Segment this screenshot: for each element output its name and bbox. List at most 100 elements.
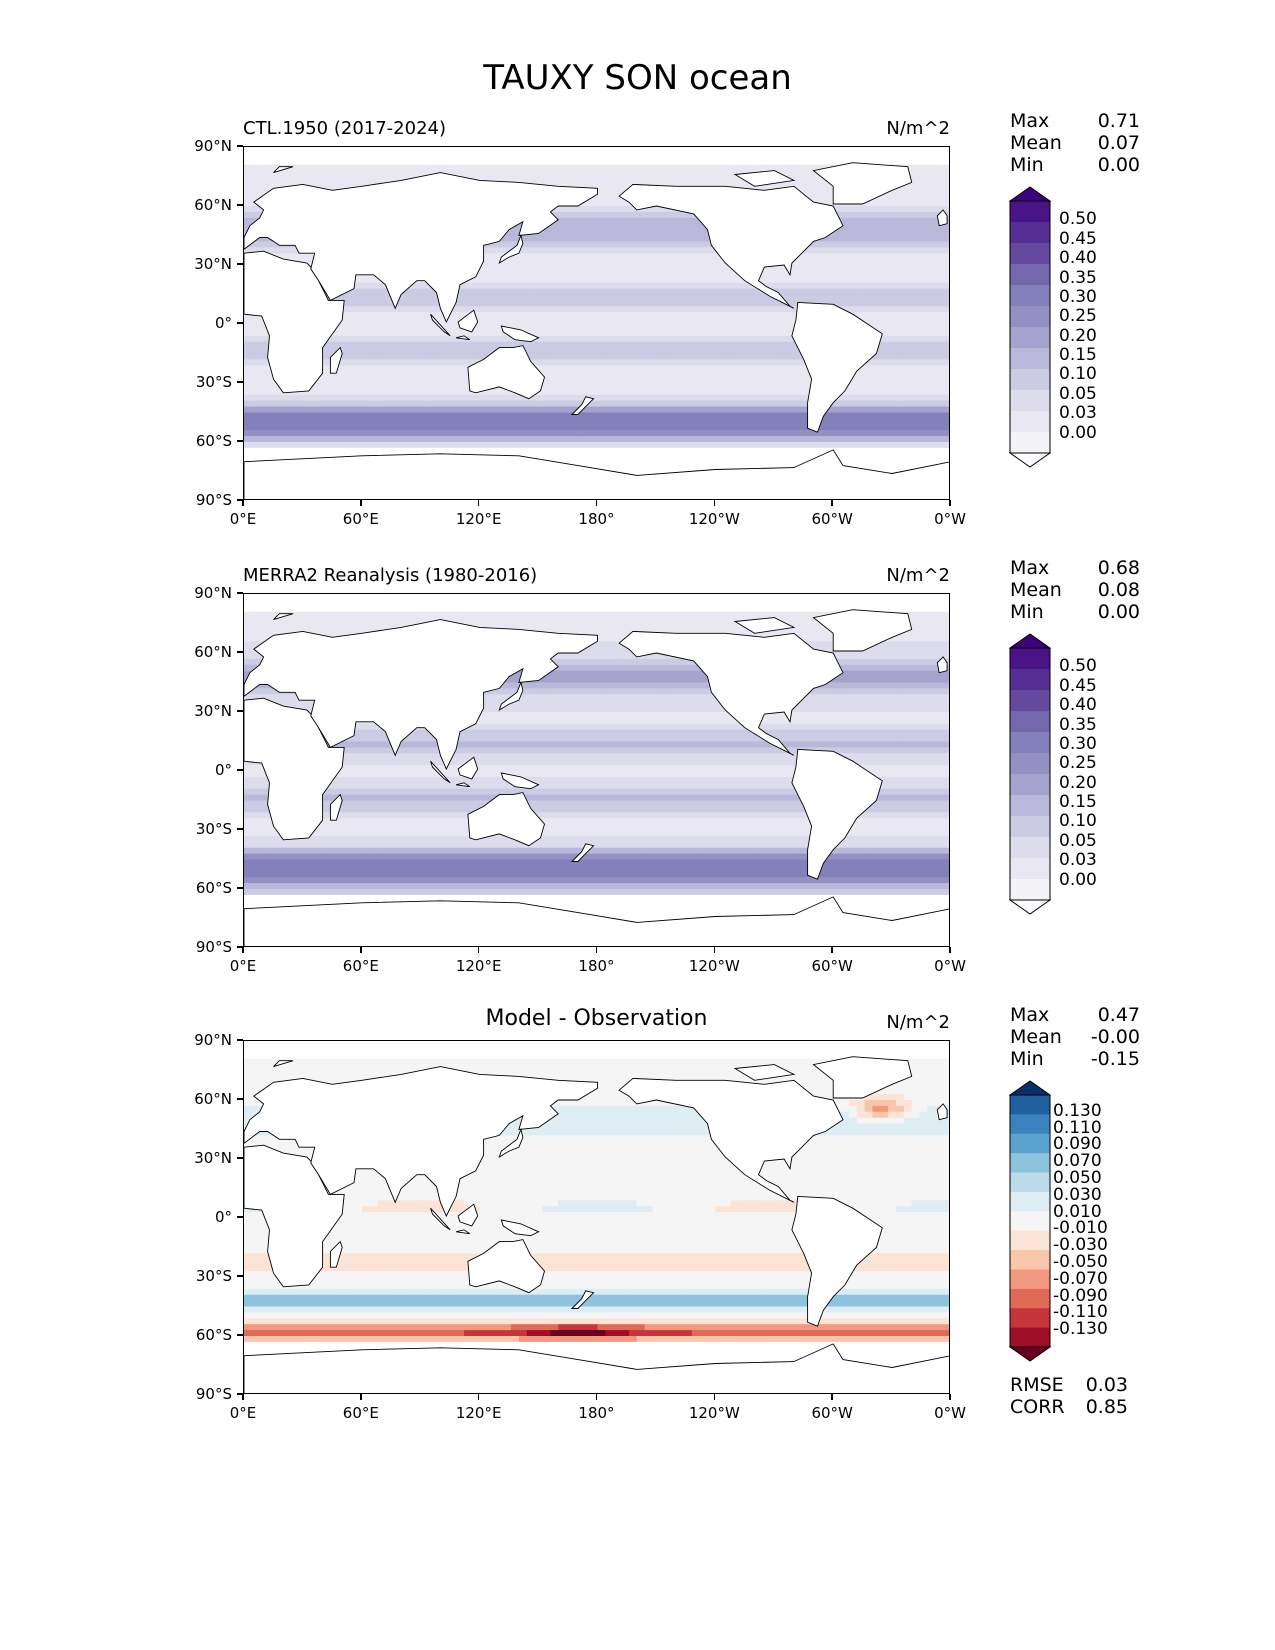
ocean-cell	[251, 194, 261, 201]
ocean-cell	[338, 164, 347, 172]
ocean-cell	[801, 158, 811, 166]
ocean-cell	[636, 329, 646, 337]
ocean-cell	[605, 229, 614, 237]
ocean-cell	[896, 158, 905, 166]
ocean-cell	[754, 412, 764, 419]
ocean-cell	[841, 276, 850, 284]
ocean-cell	[589, 223, 599, 231]
ocean-cell	[361, 388, 371, 396]
ocean-cell	[872, 359, 881, 366]
ocean-cell	[613, 400, 622, 408]
ocean-cell	[668, 324, 677, 331]
ocean-cell	[377, 394, 386, 402]
ocean-cell	[456, 424, 465, 431]
ocean-cell	[244, 335, 253, 343]
ocean-cell	[251, 152, 261, 160]
ocean-cell	[581, 200, 591, 207]
ocean-cell	[746, 324, 756, 331]
ocean-cell	[306, 152, 316, 160]
ocean-cell	[495, 147, 504, 154]
ocean-cell	[864, 235, 874, 242]
ocean-cell	[856, 288, 866, 296]
ocean-cell	[338, 406, 347, 414]
ocean-cell	[911, 335, 921, 343]
ocean-cell	[778, 353, 787, 360]
ocean-cell	[880, 300, 889, 307]
ocean-cell	[660, 312, 669, 319]
ocean-cell	[448, 377, 457, 384]
ocean-cell	[888, 194, 897, 201]
ocean-cell	[621, 329, 630, 337]
ocean-cell	[723, 147, 732, 154]
ocean-cell	[550, 147, 559, 154]
ocean-cell	[621, 388, 630, 396]
ocean-cell	[283, 412, 292, 419]
ocean-cell	[463, 164, 473, 172]
ocean-cell	[723, 158, 732, 166]
ocean-cell	[660, 147, 669, 154]
ocean-cell	[589, 459, 599, 467]
ocean-cell	[801, 253, 811, 260]
ocean-cell	[361, 152, 371, 160]
ocean-cell	[715, 152, 724, 160]
ocean-cell	[448, 406, 457, 414]
ocean-cell	[636, 306, 646, 313]
ocean-cell	[628, 229, 638, 237]
ocean-cell	[943, 300, 949, 307]
ocean-cell	[361, 436, 371, 443]
ocean-cell	[291, 430, 300, 437]
ocean-cell	[471, 306, 481, 313]
ocean-cell	[935, 377, 944, 384]
ocean-cell	[636, 265, 646, 272]
ocean-cell	[534, 394, 544, 402]
ocean-cell	[880, 418, 889, 425]
ocean-cell	[424, 335, 434, 343]
ocean-cell	[353, 158, 363, 166]
ocean-cell	[801, 453, 811, 461]
ocean-cell	[864, 253, 874, 260]
ocean-cell	[550, 176, 559, 183]
ocean-cell	[487, 312, 496, 319]
ocean-cell	[903, 253, 913, 260]
ocean-cell	[495, 424, 504, 431]
ocean-cell	[503, 158, 512, 166]
ocean-cell	[801, 365, 811, 372]
ocean-cell	[361, 400, 371, 408]
ocean-cell	[424, 147, 434, 154]
ocean-cell	[526, 270, 536, 278]
ocean-cell	[613, 217, 622, 225]
ocean-cell	[676, 152, 685, 160]
ocean-cell	[676, 306, 685, 313]
ocean-cell	[793, 436, 803, 443]
ocean-cell	[558, 206, 567, 213]
ocean-cell	[432, 418, 441, 425]
ocean-cell	[621, 353, 630, 360]
ocean-cell	[699, 253, 709, 260]
ocean-cell	[463, 377, 473, 384]
ocean-cell	[935, 294, 944, 301]
ocean-cell	[778, 365, 787, 372]
ocean-cell	[848, 211, 858, 219]
ocean-cell	[817, 253, 826, 260]
ocean-cell	[707, 182, 716, 189]
ocean-cell	[793, 276, 803, 284]
ocean-cell	[888, 341, 897, 349]
ocean-cell	[888, 253, 897, 260]
ocean-cell	[566, 206, 575, 213]
ocean-cell	[369, 300, 379, 307]
ocean-cell	[432, 329, 441, 337]
ocean-cell	[322, 164, 332, 172]
ocean-cell	[833, 436, 842, 443]
ocean-cell	[471, 341, 481, 349]
ocean-cell	[605, 406, 614, 414]
ocean-cell	[652, 353, 661, 360]
ocean-cell	[463, 347, 473, 355]
ocean-cell	[668, 329, 677, 337]
ocean-cell	[244, 353, 253, 360]
ocean-cell	[707, 347, 716, 355]
ocean-cell	[919, 158, 929, 166]
ocean-cell	[298, 447, 308, 455]
ocean-cell	[621, 459, 630, 467]
ocean-cell	[927, 176, 936, 183]
ocean-cell	[723, 276, 732, 284]
